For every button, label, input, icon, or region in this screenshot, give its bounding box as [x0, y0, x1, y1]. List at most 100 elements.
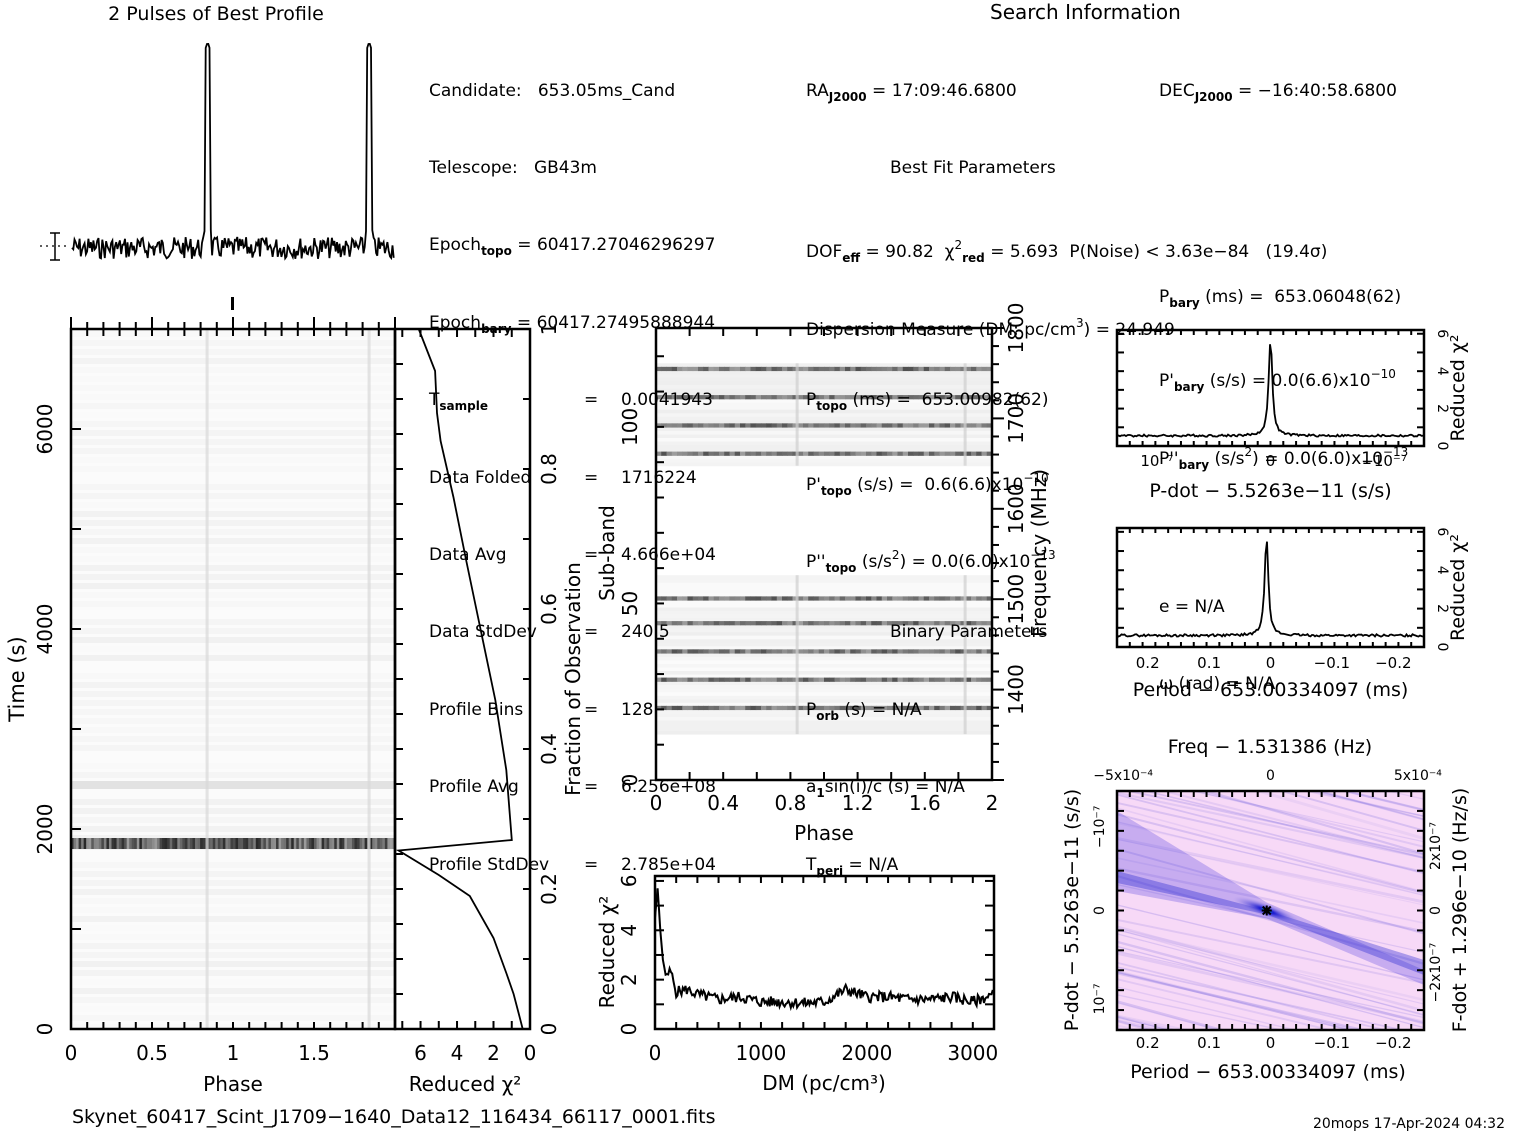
dark-band-cell	[308, 838, 312, 849]
heatmap-row	[71, 529, 395, 535]
subband-dark-cell	[960, 621, 967, 626]
dark-band-cell	[131, 838, 135, 849]
subband-dark-cell	[734, 596, 741, 601]
subband-dark-cell	[839, 423, 846, 428]
subband-dark-cell	[887, 451, 893, 456]
subband-dark-cell	[740, 677, 746, 682]
subband-dark-cell	[981, 451, 988, 456]
heatmap-row	[71, 610, 395, 616]
subband-dark-cell	[692, 596, 699, 601]
subband-dark-cell	[692, 705, 699, 711]
subband-dark-cell	[908, 423, 914, 428]
subband-dark-cell	[729, 366, 736, 372]
subband-row	[656, 377, 992, 382]
subband-dark-cell	[771, 395, 778, 400]
subband-dark-cell	[834, 366, 841, 372]
binary-heading: Binary Parameters	[890, 622, 1048, 643]
dm-chi2-plot: 0 1000 2000 3000 0 2 4 6 DM (pc/cm³) Reduced χ²	[595, 875, 998, 1095]
stripe	[1117, 838, 1424, 906]
subband-dark-cell	[939, 677, 946, 682]
subband-dark-cell	[976, 596, 982, 601]
subband-dark-cell	[829, 596, 835, 601]
dark-band-cell	[177, 838, 181, 849]
subband-dark-cell	[913, 649, 919, 654]
heatmap-row	[71, 439, 395, 445]
y-tick-label: 0	[33, 1023, 57, 1036]
subband-dark-cell	[761, 649, 767, 654]
subband-dark-cell	[708, 451, 715, 456]
subband-dark-cell	[881, 395, 888, 400]
omega-row: ω (rad) = N/A	[1159, 673, 1276, 694]
subband-dark-cell	[661, 395, 667, 400]
subband-dark-cell	[965, 596, 972, 601]
dark-band-cell	[230, 838, 234, 849]
y2-tick-label: 2x10⁻⁷	[1428, 822, 1444, 870]
y-axis-label: P-dot − 5.5263e−11 (s/s)	[1061, 789, 1083, 1031]
subband-dark-cell	[713, 621, 720, 626]
x-tick-label: 0.1	[1197, 1034, 1221, 1052]
subband-dark-cell	[850, 649, 856, 654]
subband-dark-cell	[734, 677, 741, 682]
subband-dark-cell	[787, 596, 793, 601]
stripe	[1117, 1001, 1222, 1030]
subband-dark-cell	[923, 366, 930, 372]
subband-dark-cell	[876, 366, 883, 372]
y-tick-label: 4	[617, 924, 641, 937]
heatmap-row	[71, 412, 395, 418]
heatmap-row	[71, 934, 395, 940]
subband-dark-cell	[871, 596, 877, 601]
subband-dark-cell	[855, 705, 862, 711]
dark-band-cell	[359, 838, 363, 849]
subband-dark-cell	[881, 451, 888, 456]
y2-tick-label: −2x10⁻⁷	[1428, 943, 1444, 1003]
heatmap-row	[71, 556, 395, 562]
subband-dark-cell	[750, 621, 757, 626]
stripe	[1117, 904, 1424, 981]
subband-dark-cell	[671, 621, 678, 626]
subband-dark-cell	[860, 423, 867, 428]
subband-dark-cell	[703, 621, 709, 626]
heatmap-row	[71, 880, 395, 886]
timestamp-label: 20mops 17-Apr-2024 04:32	[1313, 1116, 1505, 1132]
subband-dark-cell	[866, 649, 872, 654]
dark-band-cell	[306, 838, 310, 849]
subband-dark-cell	[876, 677, 883, 682]
dark-band-cell	[286, 838, 290, 849]
pulse-track	[795, 363, 799, 466]
subband-dark-cell	[850, 621, 856, 626]
subband-dark-cell	[782, 705, 788, 711]
subband-dark-cell	[687, 677, 694, 682]
stripe	[1117, 821, 1424, 897]
subband-dark-cell	[876, 395, 883, 400]
subband-dark-cell	[677, 451, 683, 456]
dark-band-cell	[116, 838, 120, 849]
ecc-row: e = N/A	[1159, 596, 1225, 617]
y-tick-label: 0.8	[537, 453, 561, 485]
subband-dark-cell	[656, 395, 662, 400]
x-tick-label: 1.2	[842, 791, 874, 815]
subband-dark-cell	[976, 705, 982, 711]
dark-band-cell	[243, 838, 247, 849]
pdot-chi2-plot: 10⁻⁷ 0 −10⁻⁷ 0 2 4 6 P-dot − 5.5263e−11 (s/s) Re…	[1115, 328, 1469, 502]
subband-dark-cell	[971, 649, 977, 654]
filename-label: Skynet_60417_Scint_J1709−1640_Data12_116…	[72, 1106, 716, 1128]
stripe	[1117, 940, 1424, 1025]
time-phase-plot: 0 0.5 1 1.5 0 2000 4000 6000 Phase Time (s)	[5, 317, 397, 1096]
subband-dark-cell	[918, 677, 925, 682]
subband-dark-cell	[698, 621, 704, 626]
y-axis-label: Fraction of Observation	[561, 562, 585, 796]
subband-dark-cell	[745, 596, 751, 601]
subband-dark-cell	[971, 395, 977, 400]
subband-row	[656, 585, 992, 590]
subband-dark-cell	[734, 366, 741, 372]
dark-band-cell	[108, 838, 112, 849]
subband-dark-cell	[724, 649, 730, 654]
subband-dark-cell	[766, 366, 772, 372]
dark-band-cell	[164, 838, 168, 849]
dark-band-cell	[197, 838, 201, 849]
x-tick-label: −0.1	[1314, 654, 1350, 672]
subband-dark-cell	[939, 395, 946, 400]
subband-dark-cell	[755, 705, 762, 711]
dark-band-cell	[217, 838, 221, 849]
dark-band-cell	[351, 838, 355, 849]
